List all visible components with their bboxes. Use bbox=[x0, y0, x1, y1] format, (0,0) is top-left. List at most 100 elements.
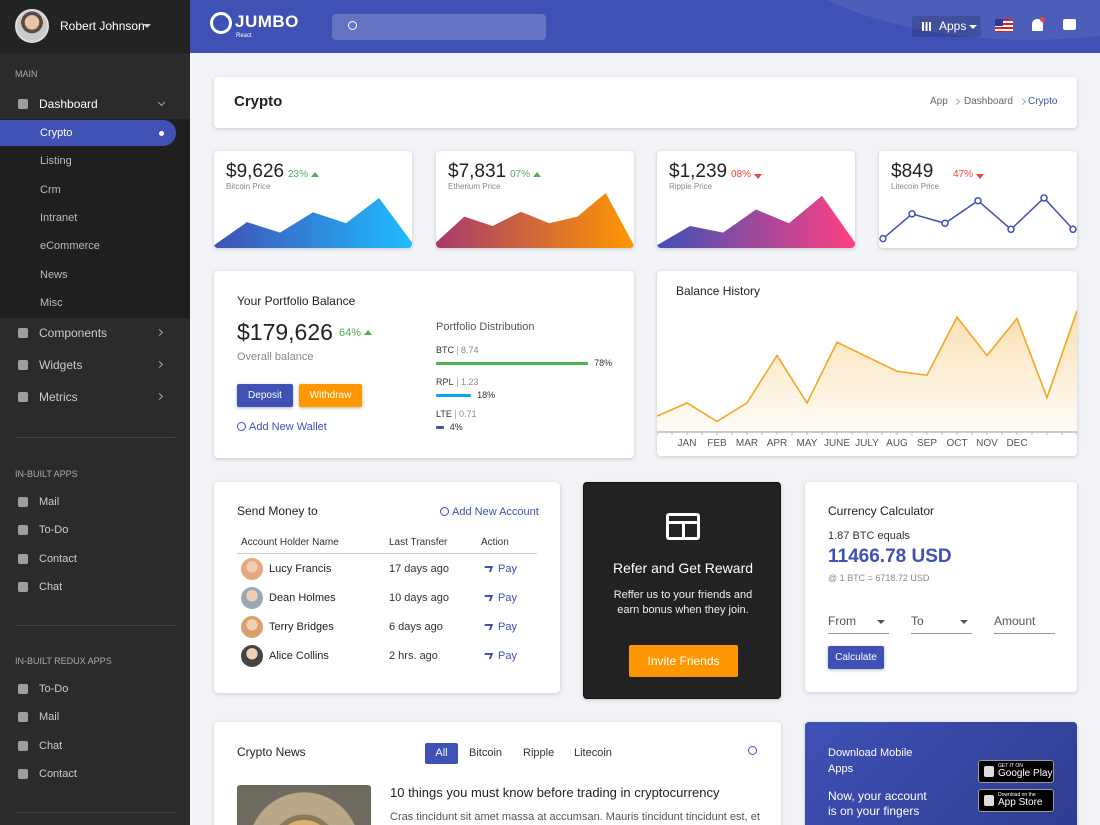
notification-dot bbox=[1040, 17, 1045, 22]
input-field[interactable]: From bbox=[828, 614, 856, 628]
price-card: $1,239 08% Ripple Price bbox=[657, 151, 855, 248]
trend-up-icon bbox=[364, 330, 372, 335]
chat-icon[interactable] bbox=[1063, 19, 1076, 30]
price-chart bbox=[657, 195, 855, 248]
input-field[interactable]: Amount bbox=[994, 614, 1036, 628]
menu-item[interactable]: Components bbox=[39, 326, 108, 340]
store-badge[interactable]: GET IT ON Google Play bbox=[978, 760, 1054, 783]
menu-item[interactable]: Mail bbox=[39, 711, 60, 724]
main-content: Crypto App Dashboard Crypto $9,626 23% Bitcoin… bbox=[190, 53, 1100, 825]
column-header: Action bbox=[481, 537, 509, 548]
menu-item[interactable]: Widgets bbox=[39, 358, 83, 372]
submenu-item[interactable]: Crypto bbox=[40, 127, 73, 139]
search-box[interactable] bbox=[332, 14, 546, 40]
bell-icon[interactable] bbox=[1032, 19, 1043, 31]
price-chart bbox=[436, 193, 634, 248]
submenu-item[interactable]: Crm bbox=[40, 183, 61, 196]
pay-action[interactable]: Pay bbox=[498, 563, 517, 575]
x-tick-label: MAY bbox=[797, 438, 818, 449]
calculate-button[interactable]: Calculate bbox=[828, 646, 884, 669]
tab[interactable]: Litecoin bbox=[574, 747, 612, 759]
x-tick-label: JUNE bbox=[824, 438, 850, 449]
calculator-card: Currency Calculator 1.87 BTC equals 11466.… bbox=[805, 482, 1077, 692]
apps-label[interactable]: Apps bbox=[939, 19, 967, 33]
logo[interactable]: JUMBO bbox=[235, 12, 299, 31]
separator bbox=[455, 410, 456, 419]
x-tick-label: OCT bbox=[946, 438, 967, 449]
menu-item[interactable]: To-Do bbox=[39, 683, 69, 695]
price-marker bbox=[908, 210, 916, 218]
menu-icon bbox=[18, 553, 28, 564]
trend-up-icon bbox=[311, 172, 319, 177]
submenu-item[interactable]: Misc bbox=[40, 296, 63, 309]
menu-icon bbox=[18, 712, 28, 723]
page-title: Crypto bbox=[234, 93, 283, 110]
price-change: 07% bbox=[510, 169, 531, 180]
menu-item[interactable]: Dashboard bbox=[39, 97, 98, 111]
dropdown-caret bbox=[969, 25, 977, 29]
news-headline: 10 things you must know before trading i… bbox=[390, 785, 720, 800]
pay-action[interactable]: Pay bbox=[498, 621, 517, 633]
menu-item[interactable]: To-Do bbox=[39, 524, 69, 537]
distribution-percent: 78% bbox=[594, 358, 613, 368]
deposit-button[interactable]: Deposit bbox=[237, 384, 293, 407]
x-tick-label: JAN bbox=[678, 438, 697, 449]
input-field[interactable]: To bbox=[911, 614, 924, 628]
menu-item[interactable]: Mail bbox=[39, 496, 60, 508]
x-tick-label: FEB bbox=[707, 438, 727, 449]
chart-title: Balance History bbox=[676, 284, 761, 298]
add-wallet-link[interactable]: Add New Wallet bbox=[249, 421, 327, 433]
balance-caption: Overall balance bbox=[237, 351, 314, 363]
menu-item[interactable]: Contact bbox=[39, 552, 77, 565]
chevron-icon bbox=[952, 97, 961, 106]
store-logo bbox=[984, 766, 994, 777]
dropdown-caret bbox=[877, 620, 885, 624]
apps-button[interactable] bbox=[912, 16, 981, 37]
price-label: Ripple Price bbox=[669, 182, 713, 191]
news-excerpt: Cras tincidunt sit amet massa at accumsa… bbox=[390, 811, 760, 823]
tab[interactable]: Ripple bbox=[523, 747, 555, 759]
menu-item[interactable]: Chat bbox=[39, 580, 63, 593]
submenu-item[interactable]: eCommerce bbox=[40, 240, 100, 253]
add-account-link[interactable]: Add New Account bbox=[452, 506, 539, 518]
last-transfer: 17 days ago bbox=[389, 563, 449, 575]
invite-button[interactable]: Invite Friends bbox=[629, 645, 738, 677]
chevron-icon bbox=[157, 98, 166, 107]
breadcrumb-item[interactable]: Dashboard bbox=[964, 96, 1013, 107]
refer-card: Refer and Get Reward Reffer us to your fr… bbox=[583, 482, 781, 699]
x-tick-label: NOV bbox=[976, 438, 998, 449]
user-avatar[interactable] bbox=[15, 9, 49, 43]
add-icon bbox=[440, 507, 449, 516]
submenu-item[interactable]: Listing bbox=[40, 155, 72, 168]
user-name[interactable]: Robert Johnson bbox=[60, 19, 145, 33]
menu-icon bbox=[18, 768, 28, 779]
pay-action[interactable]: Pay bbox=[498, 592, 517, 604]
tab[interactable]: Bitcoin bbox=[469, 747, 503, 759]
flag-canton bbox=[995, 19, 1003, 26]
price-label: Etherium Price bbox=[448, 182, 501, 191]
pay-action[interactable]: Pay bbox=[498, 650, 517, 662]
submenu-item[interactable]: Intranet bbox=[40, 211, 78, 224]
news-image bbox=[237, 785, 371, 825]
download-subtitle: Now, your account is on your fingers bbox=[828, 789, 927, 818]
menu-item[interactable]: Metrics bbox=[39, 390, 78, 404]
submenu-item[interactable]: News bbox=[40, 268, 68, 281]
send-money-card: Send Money to Add New Account Account Hold… bbox=[214, 482, 560, 693]
separator bbox=[457, 378, 458, 387]
rate: @ 1 BTC = 6718.72 USD bbox=[828, 573, 930, 583]
breadcrumb-item[interactable]: App bbox=[930, 96, 948, 107]
price-marker bbox=[941, 219, 949, 227]
price-marker bbox=[879, 234, 887, 243]
store-badge[interactable]: Download on the App Store bbox=[978, 789, 1054, 812]
search-icon[interactable] bbox=[748, 746, 757, 755]
menu-icon bbox=[18, 497, 28, 507]
tab[interactable]: All bbox=[425, 743, 458, 764]
pay-icon bbox=[482, 595, 494, 601]
add-icon bbox=[237, 422, 246, 431]
withdraw-button[interactable]: Withdraw bbox=[299, 384, 362, 407]
logo-mark[interactable] bbox=[210, 12, 232, 34]
last-transfer: 2 hrs. ago bbox=[389, 650, 438, 662]
menu-item[interactable]: Contact bbox=[39, 767, 77, 780]
menu-item[interactable]: Chat bbox=[39, 739, 63, 752]
